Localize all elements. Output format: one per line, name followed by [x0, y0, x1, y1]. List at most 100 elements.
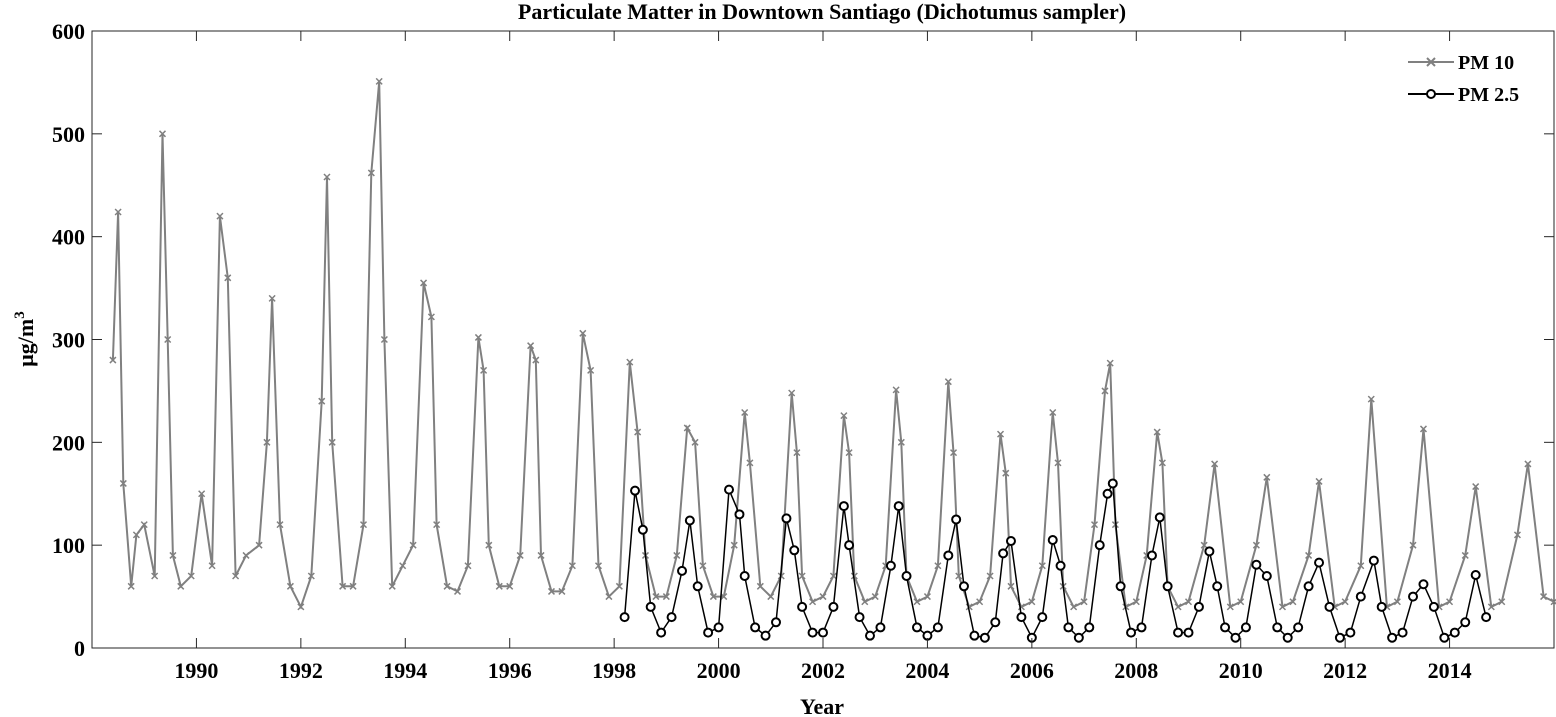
- data-point: [169, 551, 177, 559]
- data-point: [840, 412, 848, 420]
- data-point: [713, 622, 724, 633]
- data-point: [158, 130, 167, 138]
- data-point: [901, 571, 912, 582]
- data-point: [750, 622, 761, 633]
- data-point: [109, 356, 117, 364]
- data-point: [746, 459, 754, 467]
- data-point: [443, 582, 451, 590]
- data-point: [1193, 601, 1204, 612]
- data-point: [1007, 582, 1015, 590]
- data-point: [1252, 541, 1260, 549]
- data-point: [495, 582, 503, 590]
- data-point: [1397, 627, 1408, 638]
- data-point: [645, 601, 656, 612]
- data-point: [1146, 550, 1157, 561]
- data-point: [1154, 512, 1165, 523]
- data-point: [367, 169, 375, 177]
- y-axis-label-base: μg/m: [13, 319, 38, 367]
- data-point: [996, 430, 1005, 438]
- data-point: [854, 612, 865, 623]
- data-point: [730, 541, 738, 549]
- data-point: [652, 593, 660, 601]
- data-point: [263, 438, 271, 446]
- data-point: [677, 565, 688, 576]
- data-point: [268, 294, 276, 302]
- data-point: [276, 521, 284, 529]
- data-point: [1524, 460, 1532, 468]
- data-point: [615, 582, 623, 590]
- data-point: [818, 627, 828, 638]
- data-point: [587, 366, 595, 374]
- data-point: [1367, 395, 1375, 403]
- data-point: [1028, 598, 1036, 606]
- data-point: [547, 587, 556, 595]
- legend-marker-pm25: [1426, 89, 1436, 99]
- data-point: [932, 622, 943, 633]
- data-point: [594, 562, 603, 570]
- data-point: [1305, 551, 1313, 559]
- plot-area: 1990 1992 1994 1996 1998 2000 2002 2004 2006 2008…: [52, 19, 1556, 683]
- data-point: [986, 572, 994, 580]
- data-point: [1226, 603, 1234, 611]
- data-point: [637, 524, 648, 535]
- data-point: [955, 572, 963, 580]
- data-point: [1513, 531, 1521, 539]
- data-point: [1204, 546, 1215, 557]
- data-point: [1237, 598, 1245, 606]
- data-point: [286, 582, 294, 590]
- data-point: [1132, 598, 1140, 606]
- data-point: [605, 593, 613, 601]
- data-point: [1173, 627, 1184, 638]
- legend-marker-pm10: [1426, 57, 1436, 67]
- data-point: [1315, 477, 1323, 485]
- data-point: [485, 541, 493, 549]
- data-point: [1303, 581, 1314, 592]
- data-point: [1498, 598, 1506, 606]
- data-point: [943, 550, 954, 561]
- legend-item-pm10: PM 10: [1408, 52, 1514, 74]
- data-point: [1153, 428, 1161, 436]
- y-tick-label: 100: [52, 533, 85, 558]
- data-point: [934, 562, 942, 570]
- data-point: [1211, 460, 1219, 468]
- data-point: [1070, 603, 1078, 611]
- x-axis-label: Year: [800, 694, 844, 717]
- data-point: [673, 551, 681, 559]
- data-point: [339, 582, 347, 590]
- y-tick-label: 500: [52, 122, 85, 147]
- data-point: [998, 548, 1009, 559]
- data-point: [809, 598, 817, 606]
- data-point: [1446, 598, 1454, 606]
- data-point: [781, 513, 792, 524]
- data-point: [380, 335, 388, 344]
- data-point: [527, 342, 535, 350]
- x-tick-label: 1998: [592, 658, 636, 683]
- data-point: [976, 598, 984, 606]
- data-point: [897, 438, 905, 446]
- data-point: [913, 598, 921, 606]
- x-tick-label: 2006: [1010, 658, 1054, 683]
- y-tick-label: 400: [52, 225, 85, 250]
- data-point: [399, 562, 407, 570]
- data-point: [683, 424, 691, 432]
- data-point: [1049, 408, 1057, 417]
- data-point: [662, 593, 670, 601]
- x-tick-label: 1990: [174, 658, 218, 683]
- legend: PM 10 PM 2.5: [1400, 44, 1540, 112]
- data-point: [537, 551, 545, 559]
- data-point: [506, 582, 514, 590]
- data-point: [1439, 632, 1450, 643]
- y-axis-label-superscript: 3: [12, 311, 28, 319]
- data-point: [634, 428, 642, 436]
- data-point: [1314, 557, 1325, 568]
- data-point: [724, 484, 735, 495]
- data-point: [187, 572, 195, 580]
- data-point: [558, 587, 566, 595]
- data-point: [709, 593, 717, 601]
- data-point: [1037, 612, 1048, 623]
- data-point: [885, 560, 896, 571]
- data-point: [1174, 603, 1182, 611]
- data-point: [1073, 632, 1084, 643]
- data-point: [699, 562, 707, 570]
- data-point: [1184, 598, 1193, 606]
